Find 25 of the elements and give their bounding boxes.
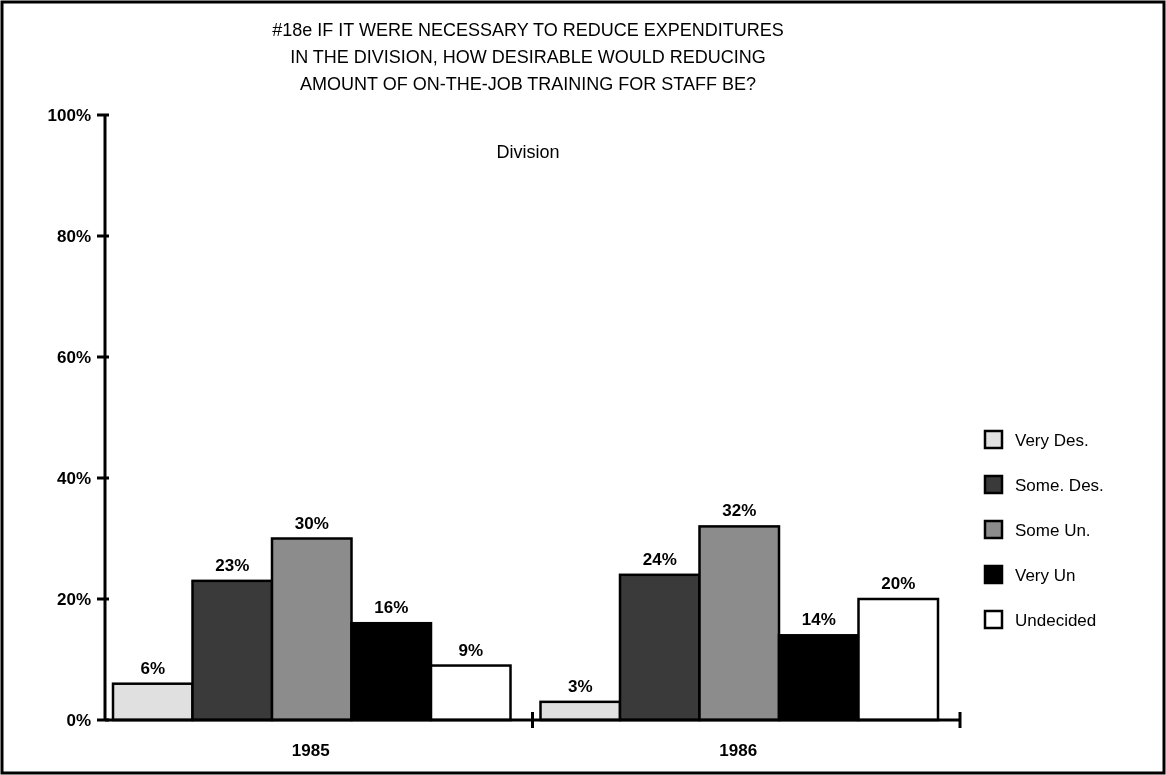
data-label: 16% [374,598,409,618]
data-label: 9% [458,640,484,660]
y-tick-label: 80% [56,226,91,246]
data-label: 30% [294,513,329,533]
legend-label: Some. Des. [1015,475,1104,495]
y-tick-label: 20% [56,589,91,609]
x-tick-label: 1986 [719,741,758,760]
y-tick-label: 40% [56,468,91,488]
data-label: 20% [881,574,916,593]
y-tick-label: 60% [56,347,91,367]
y-tick-label: 0% [66,710,91,730]
data-label: 23% [215,555,250,575]
data-label: 14% [801,610,836,630]
legend-label: Some Un. [1015,520,1091,540]
legend-label: Very Des. [1015,430,1089,450]
data-label: 3% [567,676,593,696]
data-label: 6% [140,658,166,678]
data-label: 32% [722,501,757,521]
data-label: 24% [642,549,677,569]
legend-label: Very Un [1015,565,1076,585]
y-tick-label: 100% [47,105,91,125]
legend-label: Undecided [1015,610,1097,630]
text: Division [496,142,560,162]
x-tick-label: 1985 [291,741,330,760]
chart-title: #18e IF IT WERE NECESSARY TO REDUCE EXPENDITURES IN THE DIVISION, HOW DESIRABLE WOULD REDUCING AMOUNT OF ON-THE-JOB TRAINING FOR STAFF BE? [272,20,784,94]
